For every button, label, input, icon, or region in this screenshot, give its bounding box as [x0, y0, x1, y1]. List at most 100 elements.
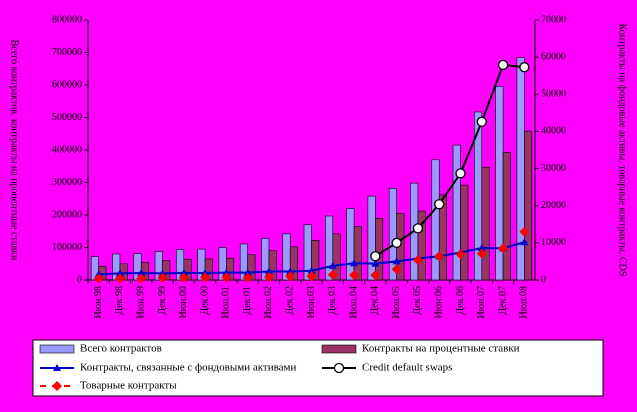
marker	[157, 272, 168, 283]
marker	[371, 259, 380, 267]
marker	[370, 270, 381, 281]
marker	[242, 272, 253, 283]
y2-tick-label: 40000	[541, 126, 566, 137]
bar	[460, 184, 469, 281]
x-tick-label: Июн.05	[391, 286, 402, 319]
bar	[325, 215, 334, 281]
y-tick-label: 600000	[52, 79, 82, 90]
y-axis-label: Всего контрактов, контракты на процентны…	[9, 40, 20, 261]
marker	[327, 269, 338, 280]
marker	[115, 269, 124, 277]
y2-tick-label: 70000	[541, 14, 566, 25]
x-tick-label: Июн.00	[178, 286, 189, 319]
marker	[243, 268, 252, 276]
bar	[502, 151, 511, 281]
bar	[268, 250, 277, 281]
marker	[519, 226, 530, 237]
y2-tick-label: 10000	[541, 237, 566, 248]
legend-label: Контракты, связанные с фондовыми активам…	[80, 362, 297, 374]
y2-tick-label: 60000	[541, 51, 566, 62]
x-tick-label: Июн.02	[263, 286, 274, 319]
marker	[137, 268, 146, 276]
x-tick-label: Июн.01	[221, 286, 232, 319]
y-tick-label: 400000	[52, 144, 82, 155]
legend-label: Контракты на процентные ставки	[362, 343, 520, 355]
marker	[434, 251, 445, 262]
y2-tick-label: 30000	[541, 163, 566, 174]
marker	[285, 271, 296, 282]
x-tick-label: Дек.99	[157, 286, 168, 315]
bar	[516, 57, 525, 281]
bar	[353, 226, 362, 281]
marker	[412, 254, 423, 265]
y-tick-label: 200000	[52, 209, 82, 220]
x-tick-label: Июн.06	[434, 286, 445, 319]
marker	[520, 238, 529, 246]
bar	[247, 254, 256, 281]
x-tick-label: Июн.99	[136, 286, 147, 319]
legend-box	[32, 339, 604, 397]
y2-axis-label: Контракты на фондовые активы, товарные к…	[617, 24, 628, 277]
x-tick-label: Дек.07	[497, 286, 508, 315]
bar	[346, 208, 355, 281]
marker	[178, 272, 189, 283]
bar	[375, 217, 384, 281]
bar	[289, 246, 298, 281]
marker	[391, 264, 402, 275]
legend-label: Товарные контракты	[80, 380, 177, 392]
y-tick-label: 0	[77, 274, 82, 285]
marker	[392, 257, 401, 265]
x-tick-label: Дек.02	[285, 286, 296, 315]
bar	[367, 195, 376, 281]
marker	[498, 243, 509, 254]
marker	[391, 237, 402, 249]
legend-label: Всего контрактов	[80, 343, 162, 355]
marker	[476, 116, 487, 127]
x-tick-label: Дек.06	[455, 286, 466, 315]
bar	[524, 130, 533, 281]
x-tick-label: Июн.07	[476, 286, 487, 319]
marker	[179, 268, 188, 276]
marker	[221, 272, 232, 283]
marker	[455, 168, 466, 179]
y2-tick-label: 0	[541, 274, 546, 285]
marker	[350, 259, 359, 267]
y-tick-label: 100000	[52, 242, 82, 253]
marker	[93, 273, 104, 284]
marker	[264, 267, 273, 275]
marker	[52, 381, 62, 391]
marker	[53, 364, 61, 371]
bar	[481, 166, 490, 281]
marker	[136, 273, 147, 284]
y-tick-label: 500000	[52, 112, 82, 123]
x-tick-label: Июн.98	[93, 286, 104, 319]
marker	[349, 270, 360, 281]
y2-tick-label: 20000	[541, 200, 566, 211]
x-tick-label: Дек.01	[242, 286, 253, 315]
x-tick-label: Дек.98	[114, 286, 125, 315]
marker	[307, 266, 316, 274]
bar	[438, 194, 447, 281]
marker	[476, 248, 487, 259]
marker	[306, 271, 317, 282]
legend-swatch	[39, 344, 75, 354]
y2-tick-label: 50000	[541, 89, 566, 100]
legend-label: Credit default swaps	[362, 362, 452, 374]
marker	[477, 244, 486, 252]
bar	[332, 233, 341, 281]
bar	[417, 210, 426, 281]
bar	[431, 159, 440, 281]
y-tick-label: 700000	[52, 47, 82, 58]
marker	[412, 223, 424, 234]
x-tick-label: Дек.00	[199, 286, 210, 315]
marker	[222, 268, 231, 276]
x-tick-label: Июн.04	[348, 286, 359, 319]
marker	[519, 62, 530, 73]
marker	[455, 249, 466, 260]
x-tick-label: Июн.08	[519, 286, 530, 319]
marker	[497, 59, 509, 71]
bar	[452, 144, 461, 281]
marker	[434, 199, 445, 210]
x-tick-label: Июн.03	[306, 286, 317, 319]
